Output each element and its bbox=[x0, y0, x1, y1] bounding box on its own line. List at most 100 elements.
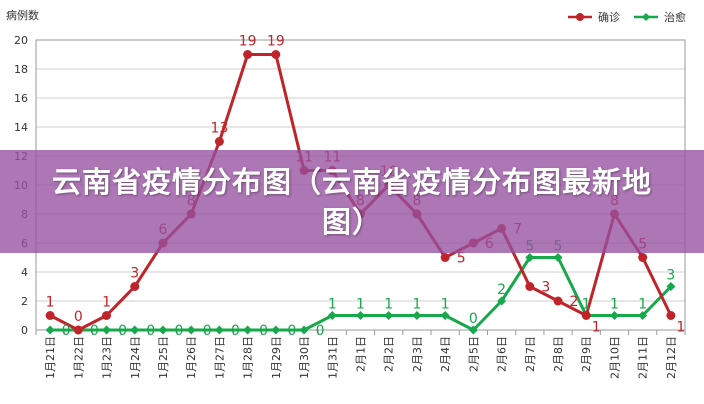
y-tick-label: 2 bbox=[21, 295, 28, 308]
data-point bbox=[553, 253, 563, 262]
data-label: 0 bbox=[316, 323, 325, 339]
data-label: 0 bbox=[118, 323, 127, 339]
data-point bbox=[468, 325, 478, 335]
y-tick-label: 18 bbox=[14, 63, 28, 76]
data-point bbox=[130, 325, 140, 335]
banner-title: 云南省疫情分布图（云南省疫情分布图最新地图） bbox=[52, 164, 653, 239]
x-tick-label: 1月25日 bbox=[157, 336, 170, 379]
data-label: 0 bbox=[62, 323, 71, 339]
data-point bbox=[102, 311, 112, 320]
x-tick-label: 1月21日 bbox=[44, 336, 57, 379]
x-tick-label: 2月3日 bbox=[411, 336, 424, 372]
data-label: 1 bbox=[441, 297, 450, 313]
data-label: 1 bbox=[328, 297, 337, 313]
x-tick-label: 1月30日 bbox=[298, 336, 311, 379]
data-point bbox=[440, 311, 450, 320]
data-point bbox=[271, 325, 281, 335]
data-label: 0 bbox=[203, 323, 212, 339]
legend: 确诊 治愈 bbox=[568, 10, 686, 24]
x-tick-label: 2月9日 bbox=[580, 336, 593, 372]
x-tick-label: 2月7日 bbox=[524, 336, 537, 372]
legend-label: 确诊 bbox=[598, 10, 620, 24]
data-point bbox=[73, 325, 83, 335]
x-tick-label: 2月4日 bbox=[439, 336, 452, 372]
data-point bbox=[384, 311, 394, 320]
x-tick-label: 2月6日 bbox=[496, 336, 509, 372]
data-label: 1 bbox=[582, 297, 591, 313]
legend-label: 治愈 bbox=[664, 10, 686, 24]
data-point bbox=[130, 282, 140, 291]
data-label: 1 bbox=[102, 295, 111, 311]
data-point bbox=[356, 311, 365, 320]
data-label: 2 bbox=[497, 282, 506, 298]
data-label: 13 bbox=[210, 121, 228, 137]
data-point bbox=[158, 325, 168, 335]
data-point bbox=[186, 325, 196, 335]
x-tick-label: 1月22日 bbox=[72, 336, 85, 379]
data-point bbox=[666, 282, 676, 291]
data-label: 5 bbox=[457, 251, 466, 267]
data-point bbox=[271, 50, 281, 59]
data-label: 19 bbox=[239, 34, 257, 50]
y-tick-label: 16 bbox=[14, 92, 28, 105]
data-label: 0 bbox=[287, 323, 296, 339]
data-label: 1 bbox=[610, 297, 619, 313]
data-point bbox=[638, 253, 648, 262]
data-label: 0 bbox=[146, 323, 155, 339]
data-point bbox=[440, 253, 450, 262]
data-label: 1 bbox=[638, 297, 647, 313]
title-banner: 云南省疫情分布图（云南省疫情分布图最新地图） bbox=[0, 150, 704, 253]
data-point bbox=[45, 325, 55, 335]
data-point bbox=[412, 311, 422, 320]
data-label: 1 bbox=[592, 320, 601, 336]
x-tick-label: 1月28日 bbox=[242, 336, 255, 379]
y-tick-label: 14 bbox=[14, 121, 28, 134]
x-tick-label: 1月24日 bbox=[129, 336, 142, 379]
data-label: 1 bbox=[46, 295, 55, 311]
data-label: 0 bbox=[259, 323, 268, 339]
data-label: 1 bbox=[676, 320, 685, 336]
data-label: 1 bbox=[412, 297, 421, 313]
data-label: 0 bbox=[90, 323, 99, 339]
data-label: 0 bbox=[74, 309, 83, 325]
data-point bbox=[497, 296, 507, 306]
data-label: 0 bbox=[469, 311, 478, 327]
data-point bbox=[214, 325, 224, 335]
data-point bbox=[609, 311, 619, 320]
data-label: 3 bbox=[130, 266, 139, 282]
data-label: 3 bbox=[666, 268, 675, 284]
data-point bbox=[666, 311, 676, 320]
x-tick-label: 2月2日 bbox=[383, 336, 396, 372]
y-axis-label: 病例数 bbox=[6, 8, 39, 22]
y-tick-label: 20 bbox=[14, 34, 28, 47]
data-point bbox=[102, 325, 112, 335]
data-point bbox=[553, 296, 563, 306]
x-tick-label: 1月27日 bbox=[213, 336, 226, 379]
data-label: 1 bbox=[356, 297, 365, 313]
x-tick-label: 2月1日 bbox=[355, 336, 368, 372]
data-point bbox=[525, 282, 535, 291]
x-tick-label: 2月10日 bbox=[608, 336, 621, 379]
data-point bbox=[525, 253, 535, 262]
data-point bbox=[581, 311, 591, 320]
x-tick-label: 1月23日 bbox=[101, 336, 114, 379]
data-point bbox=[243, 50, 253, 59]
legend-marker bbox=[576, 13, 584, 21]
data-point bbox=[214, 137, 224, 146]
data-point bbox=[638, 311, 648, 320]
data-point bbox=[327, 311, 337, 320]
data-label: 3 bbox=[541, 280, 550, 296]
data-point bbox=[243, 325, 253, 335]
data-label: 1 bbox=[384, 297, 393, 313]
x-tick-label: 2月11日 bbox=[637, 336, 650, 379]
data-label: 19 bbox=[267, 34, 285, 50]
y-tick-label: 0 bbox=[21, 324, 28, 337]
data-label: 0 bbox=[231, 323, 240, 339]
x-tick-label: 1月31日 bbox=[326, 336, 339, 379]
y-tick-label: 4 bbox=[21, 266, 28, 279]
data-point bbox=[299, 325, 309, 335]
data-label: 2 bbox=[570, 294, 579, 310]
data-label: 0 bbox=[175, 323, 184, 339]
x-tick-label: 2月8日 bbox=[552, 336, 565, 372]
